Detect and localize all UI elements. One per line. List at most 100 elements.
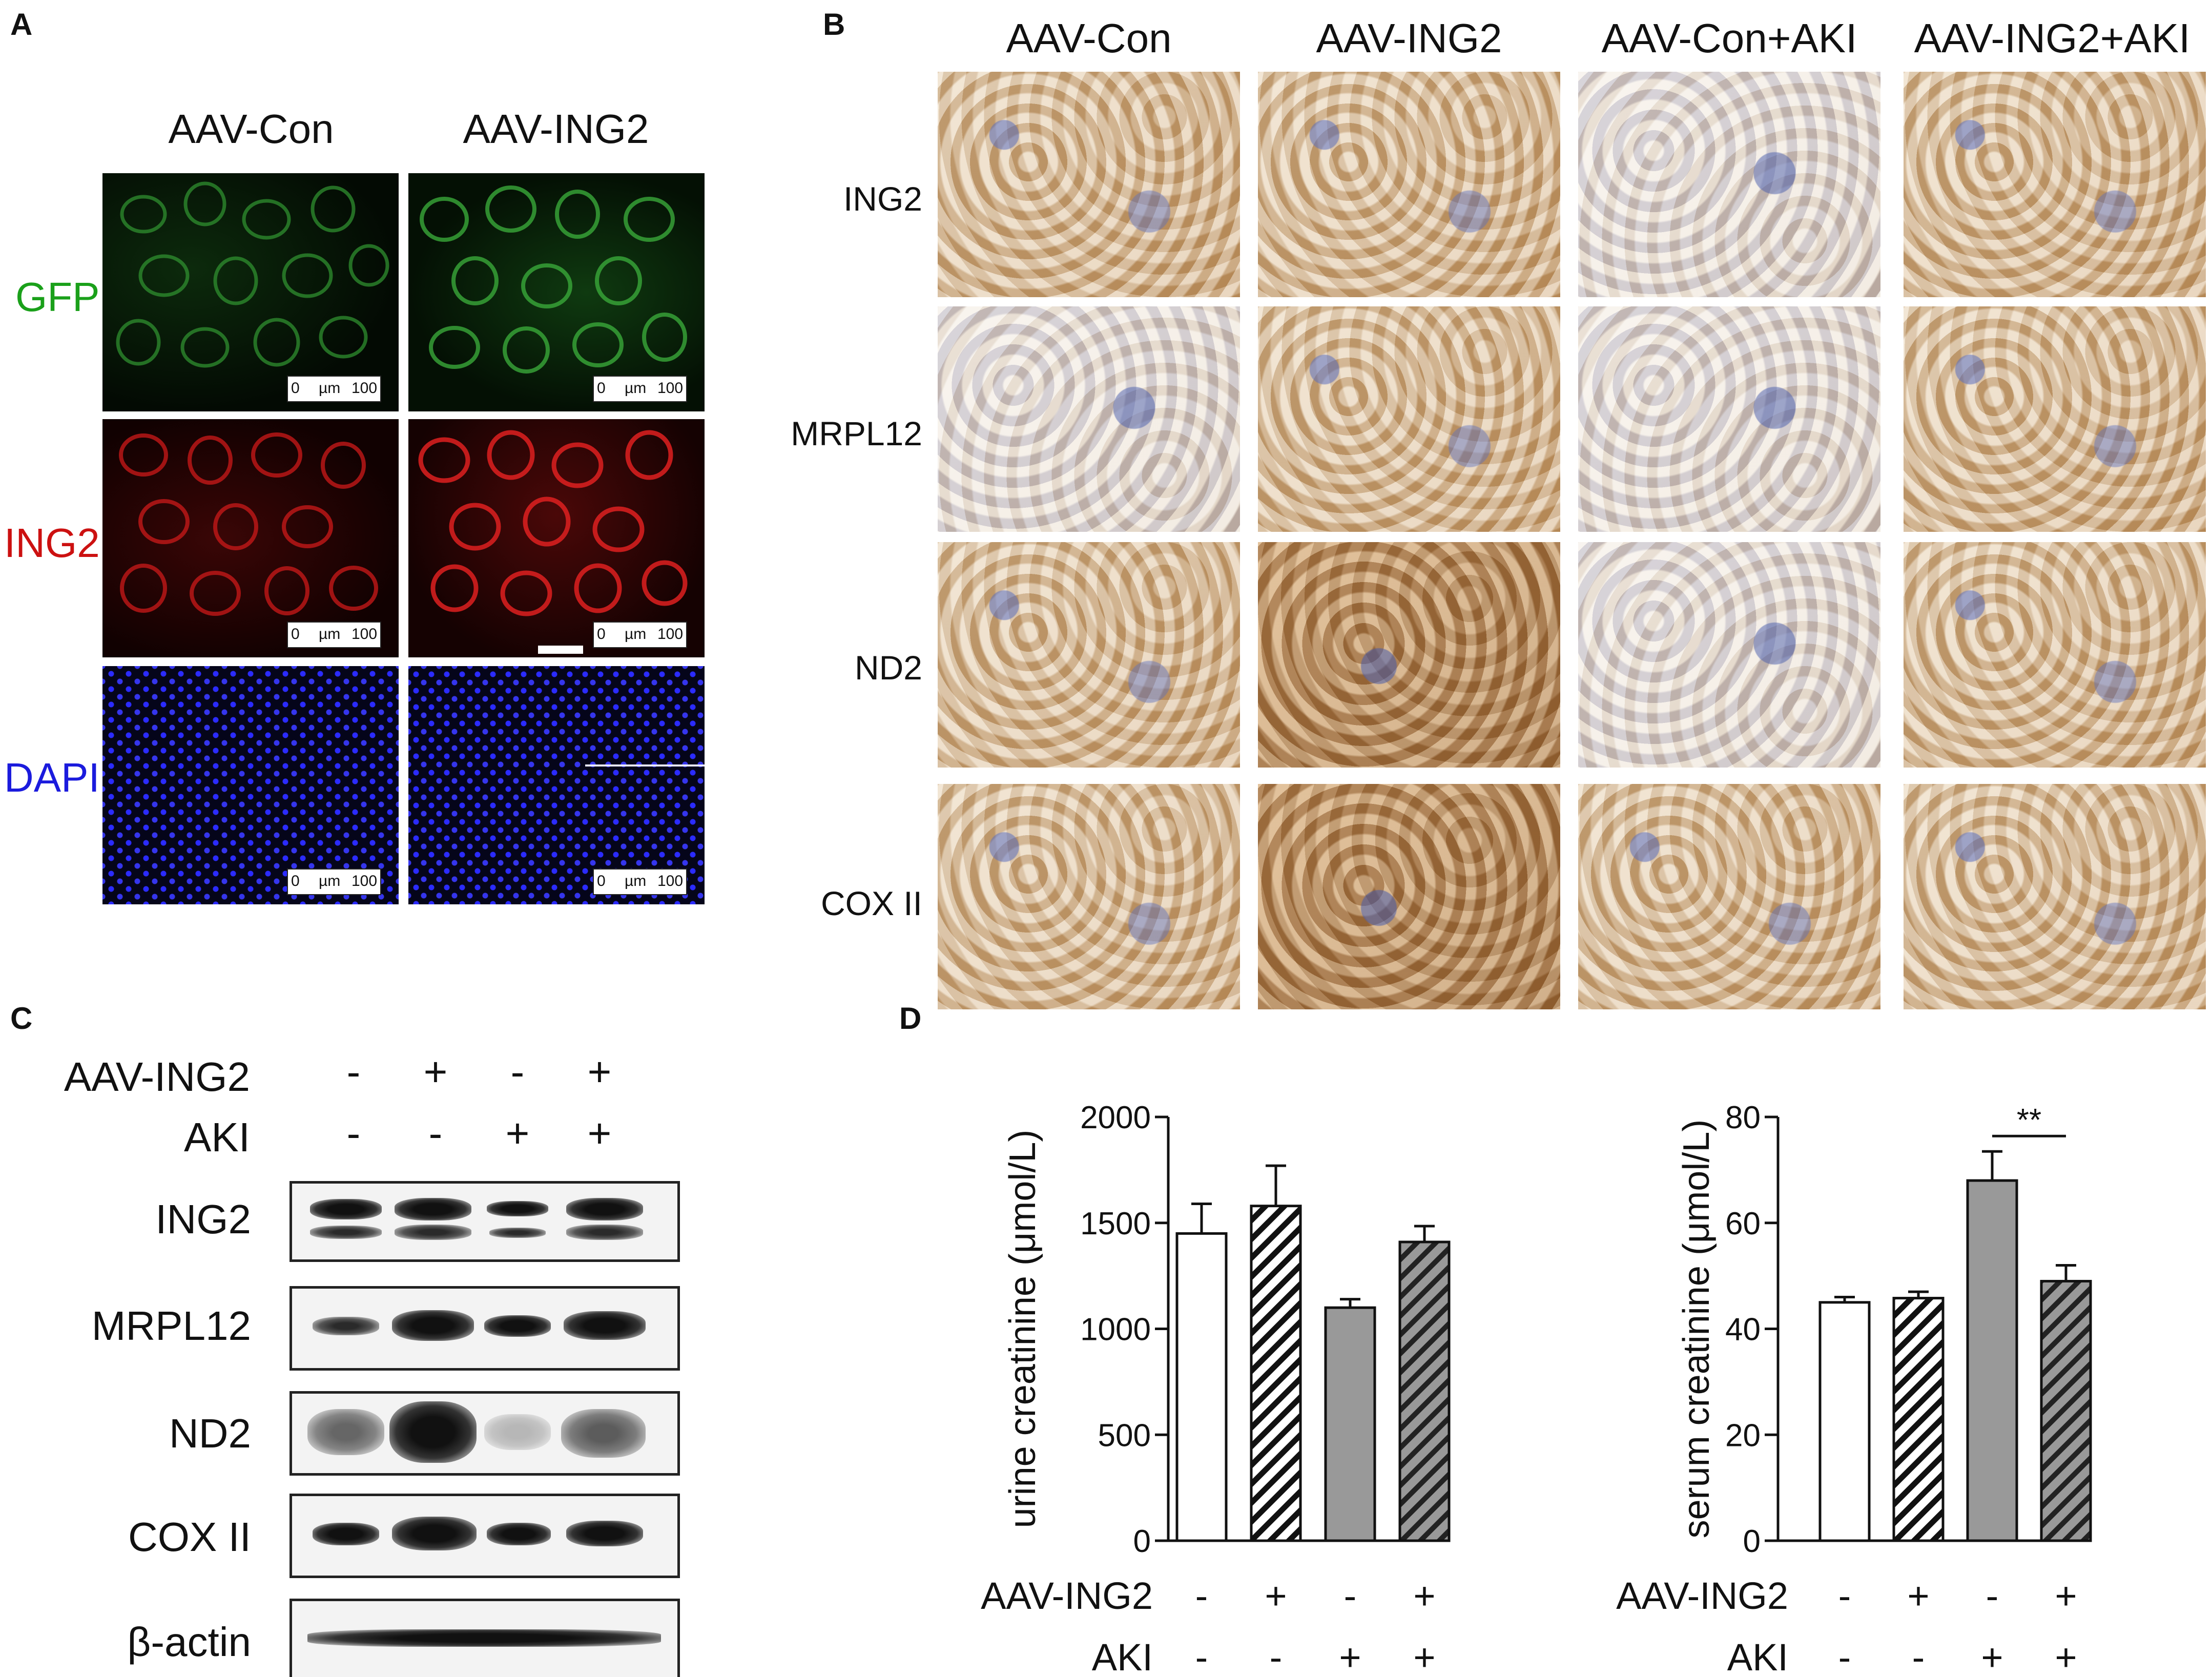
- ihc-ing2-aav-ing2: [1258, 72, 1560, 297]
- sign: +: [587, 1110, 612, 1156]
- ihc-ing2-aav-con-aki: [1578, 72, 1880, 297]
- blot-beta-actin: [290, 1599, 680, 1677]
- treatment-sign: +: [1413, 1575, 1435, 1617]
- blot-nd2: [290, 1391, 680, 1476]
- treatment-sign: +: [1907, 1575, 1929, 1617]
- ihc-mrpl12-aav-ing2-aki: [1904, 306, 2206, 532]
- ihc-nd2-aav-ing2: [1258, 542, 1560, 768]
- ihc-mrpl12-aav-con-aki: [1578, 306, 1880, 532]
- scale-unit: µm: [625, 873, 647, 889]
- ing2-image-aav-ing2: 0 µm 100: [408, 419, 705, 657]
- sign: +: [505, 1110, 530, 1156]
- panel-b-col-1: AAV-Con: [1006, 15, 1172, 61]
- dapi-image-aav-con: 0 µm 100: [102, 666, 399, 904]
- scale-unit: µm: [625, 626, 647, 643]
- ihc-mrpl12-aav-ing2: [1258, 306, 1560, 532]
- scale-bar: 0 µm 100: [593, 868, 687, 895]
- panel-a-col-aav-con: AAV-Con: [168, 106, 334, 152]
- scale-start: 0: [597, 626, 606, 643]
- bar: [1398, 1240, 1451, 1542]
- treatment-label: AAV-ING2: [1616, 1575, 1788, 1617]
- ihc-coxii-aav-ing2-aki: [1904, 784, 2206, 1009]
- y-tick-label: 40: [1725, 1312, 1761, 1348]
- y-tick-label: 60: [1725, 1206, 1761, 1241]
- y-tick-label: 500: [1098, 1418, 1151, 1453]
- panel-b-row-cox-ii: COX II: [820, 884, 922, 922]
- y-tick-label: 0: [1743, 1524, 1761, 1559]
- panel-a-row-dapi: DAPI: [4, 755, 100, 800]
- scale-start: 0: [597, 873, 606, 889]
- treatment-sign: +: [2055, 1575, 2077, 1617]
- scale-bar: 0 µm 100: [593, 376, 687, 402]
- treatment-sign: -: [1344, 1575, 1357, 1617]
- scale-bar: 0 µm 100: [287, 376, 381, 402]
- blot-label-cox-ii: COX II: [128, 1514, 251, 1560]
- ihc-nd2-aav-ing2-aki: [1904, 542, 2206, 768]
- scale-unit: µm: [319, 626, 341, 643]
- panel-b-row-mrpl12: MRPL12: [791, 415, 922, 452]
- sign: -: [346, 1110, 361, 1156]
- bar: [1966, 1179, 2018, 1542]
- blot-label-nd2: ND2: [169, 1411, 251, 1456]
- y-tick-label: 0: [1133, 1524, 1151, 1559]
- scale-end: 100: [352, 873, 378, 889]
- ihc-coxii-aav-con: [938, 784, 1240, 1009]
- y-tick-label: 1000: [1080, 1312, 1151, 1348]
- scale-unit: µm: [625, 380, 647, 397]
- y-tick-label: 1500: [1080, 1206, 1151, 1241]
- y-tick-label: 80: [1725, 1100, 1761, 1135]
- scale-bar: 0 µm 100: [287, 868, 381, 895]
- bar: [1892, 1297, 1945, 1542]
- sign: -: [346, 1049, 361, 1094]
- scale-start: 0: [597, 380, 606, 397]
- panel-a-row-gfp: GFP: [15, 274, 100, 320]
- panel-b-col-2: AAV-ING2: [1316, 15, 1502, 61]
- ihc-nd2-aav-con: [938, 542, 1240, 768]
- treatment-sign: +: [1265, 1575, 1287, 1617]
- sign: +: [423, 1049, 448, 1094]
- panel-c-treatment-aki: AKI: [184, 1114, 250, 1160]
- panel-a-col-aav-ing2: AAV-ING2: [463, 106, 649, 152]
- bar: [1250, 1205, 1302, 1542]
- ihc-coxii-aav-ing2: [1258, 784, 1560, 1009]
- treatment-label: AKI: [1092, 1636, 1153, 1677]
- panel-a-row-ing2: ING2: [4, 520, 100, 566]
- treatment-sign: +: [2055, 1636, 2077, 1677]
- white-line: [585, 764, 705, 767]
- scale-bar: 0 µm 100: [593, 622, 687, 648]
- panel-c-treatment-aav-ing2: AAV-ING2: [64, 1054, 250, 1100]
- treatment-sign: -: [1986, 1575, 1999, 1617]
- scale-end: 100: [657, 626, 684, 643]
- scale-end: 100: [352, 626, 378, 643]
- sign: +: [587, 1049, 612, 1094]
- urine-creatinine-chart: 0 500 1000 1500 2000 urine creatinine (μmol/L…: [981, 1100, 1451, 1677]
- panel-c-letter: C: [10, 1001, 33, 1036]
- treatment-sign: -: [1195, 1636, 1208, 1677]
- treatment-sign: -: [1838, 1575, 1851, 1617]
- bar: [2040, 1279, 2092, 1542]
- y-axis-label: urine creatinine (μmol/L): [1002, 1130, 1043, 1528]
- ing2-image-aav-con: 0 µm 100: [102, 419, 399, 657]
- gfp-image-aav-ing2: 0 µm 100: [408, 173, 705, 411]
- scale-start: 0: [291, 626, 300, 643]
- panel-d-letter: D: [899, 1001, 922, 1036]
- scale-start: 0: [291, 380, 300, 397]
- panel-b-row-nd2: ND2: [854, 649, 922, 687]
- blot-ing2: [290, 1181, 680, 1262]
- scale-bar: 0 µm 100: [287, 622, 381, 648]
- treatment-sign: +: [1339, 1636, 1361, 1677]
- treatment-sign: -: [1195, 1575, 1208, 1617]
- y-tick-label: 2000: [1080, 1100, 1151, 1135]
- sign: -: [428, 1110, 443, 1156]
- blot-label-ing2: ING2: [155, 1196, 251, 1242]
- treatment-sign: +: [1413, 1636, 1435, 1677]
- panel-b-row-ing2: ING2: [843, 180, 922, 218]
- panel-a-letter: A: [10, 7, 33, 42]
- blot-label-beta-actin: β-actin: [127, 1619, 251, 1665]
- scale-end: 100: [657, 873, 684, 889]
- blot-mrpl12: [290, 1286, 680, 1371]
- treatment-sign: -: [1838, 1636, 1851, 1677]
- ihc-ing2-aav-ing2-aki: [1904, 72, 2206, 297]
- white-scale-line: [538, 646, 583, 654]
